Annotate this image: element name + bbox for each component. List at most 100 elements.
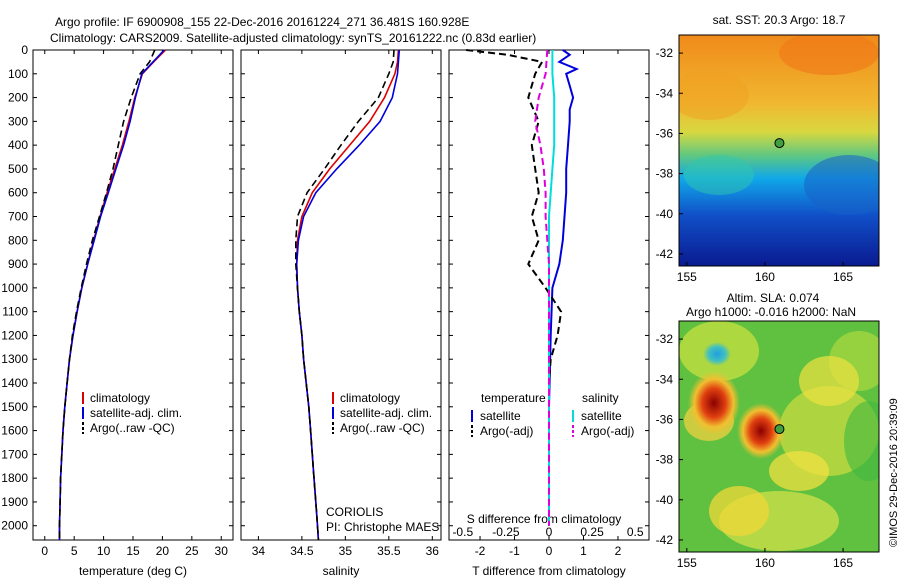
sst-cool-patch (684, 155, 754, 195)
x2-tick-label: 0 (546, 525, 553, 539)
legend-label: satellite (480, 409, 521, 423)
x-tick-label: 5 (71, 544, 78, 558)
y-tick-label: 1100 (2, 305, 28, 319)
sla-patch (844, 401, 879, 481)
y-tick-label: 1300 (1, 352, 28, 366)
x-tick-label: -2 (475, 544, 486, 558)
chart-panel-2: 34 34.5 35 35.5 36 salinity climatologysatelli… (240, 49, 442, 578)
x2-axis-label: S difference from climatology (467, 512, 622, 526)
y-tick-label: -42 (656, 247, 674, 261)
x-tick-label: 25 (185, 544, 199, 558)
map-frame (678, 34, 880, 267)
sla-patch (769, 451, 829, 491)
sla-patch (709, 486, 769, 536)
y-tick-label: 700 (8, 210, 28, 224)
x2-tick-label: 0.25 (580, 525, 604, 539)
y-tick-label: 0 (21, 43, 28, 57)
legend-label: Argo(-adj) (480, 424, 533, 438)
x-tick-label: 36 (426, 544, 440, 558)
chart-panel-1: 0100200300400500600700800900100011001200… (1, 43, 234, 578)
map-title: sat. SST: 20.3 Argo: 18.7 (713, 13, 846, 27)
x-tick-label: 34 (252, 544, 266, 558)
y-tick-label: 1600 (1, 424, 28, 438)
x-tick-label: 34.5 (290, 544, 314, 558)
map-frame (678, 320, 880, 553)
y-tick-label: 2000 (1, 519, 28, 533)
series-line-satellite-adj-clim- (58, 49, 165, 540)
y-tick-label: -40 (656, 493, 674, 507)
x-tick-label: 0 (41, 544, 48, 558)
legend-label: climatology (90, 391, 150, 405)
y-tick-label: 200 (8, 91, 28, 105)
sla-patch (799, 356, 859, 406)
sla-low-eddy (703, 342, 731, 366)
y-tick-label: 1900 (1, 495, 28, 509)
y-tick-label: -38 (656, 453, 674, 467)
x-tick-label: 20 (156, 544, 170, 558)
y-tick-label: 100 (8, 67, 28, 81)
chart-panel-3: -2 -1 0 1 2 -0.5 -0.25 0 0.25 0.5 S difference fro… (448, 49, 650, 578)
y-tick-label: 1500 (1, 400, 28, 414)
y-tick-label: 600 (8, 186, 28, 200)
x-tick-label: 15 (126, 544, 140, 558)
x-tick-label: 2 (615, 544, 622, 558)
series-line-argo-adj- (466, 49, 563, 526)
map-image (679, 321, 879, 552)
series-line-satellite (548, 49, 580, 526)
map-title: Altim. SLA: 0.074 (727, 291, 820, 305)
y-tick-label: -34 (656, 86, 674, 100)
plot-frame (240, 49, 442, 541)
x-tick-label: -1 (509, 544, 520, 558)
sla-high-eddy (737, 403, 785, 459)
x-axis-label: T difference from climatology (472, 564, 626, 578)
map-subtitle: Argo h1000: -0.016 h2000: NaN (686, 305, 856, 319)
argo-position-marker (774, 138, 785, 149)
y-tick-label: 500 (8, 162, 28, 176)
figure-title-line2: Climatology: CARS2009. Satellite-adjuste… (50, 31, 537, 45)
y-tick-label: -42 (656, 533, 674, 547)
x-tick-label: 35 (339, 544, 353, 558)
legend-label: satellite-adj. clim. (90, 406, 182, 420)
x2-tick-label: -0.25 (492, 525, 520, 539)
y-tick-label: -36 (656, 126, 674, 140)
footer-credit: ©IMOS 29-Dec-2016 20:39:09 (888, 398, 900, 547)
sla-high-eddy (688, 371, 740, 435)
sst-cool-patch (804, 155, 879, 215)
sla-map: 155 160 165 -32 -34 -36 -38 -40 -42 Altim. SLA: 0… (656, 291, 880, 570)
y-tick-label: 1200 (1, 328, 28, 342)
x-tick-label: 1 (580, 544, 587, 558)
legend-label: Argo(-adj) (581, 424, 634, 438)
y-tick-label: -40 (656, 207, 674, 221)
legend-label: climatology (340, 391, 400, 405)
y-tick-label: 1800 (1, 471, 28, 485)
figure-title-line1: Argo profile: IF 6900908_155 22-Dec-2016… (55, 15, 470, 29)
x2-tick-label: 0.5 (627, 525, 644, 539)
y-tick-label: 1400 (1, 376, 28, 390)
x-tick-label: 160 (755, 556, 775, 570)
map-image (679, 35, 879, 266)
legend-label: Argo(..raw -QC) (340, 421, 425, 435)
y-tick-label: 1700 (1, 447, 28, 461)
legend-title: temperature (481, 391, 546, 405)
x-tick-label: 35.5 (377, 544, 401, 558)
sst-warm-patch (679, 70, 749, 120)
y-tick-label: -34 (656, 372, 674, 386)
y-tick-label: -38 (656, 167, 674, 181)
x-axis-label: salinity (323, 564, 360, 578)
x-tick-label: 0 (546, 544, 553, 558)
annotation-text: PI: Christophe MAES (326, 520, 439, 534)
x-tick-label: 155 (677, 270, 697, 284)
plot-frame (32, 49, 234, 541)
x-tick-label: 160 (755, 270, 775, 284)
legend-label: satellite-adj. clim. (340, 406, 432, 420)
series-line-argo-adj- (534, 49, 550, 526)
y-tick-label: 300 (8, 114, 28, 128)
series-line-argo-raw-qc- (294, 49, 395, 541)
x-tick-label: 165 (833, 270, 853, 284)
x-tick-label: 155 (677, 556, 697, 570)
series-line-satellite (548, 50, 556, 526)
legend-title: salinity (582, 391, 619, 405)
y-tick-label: 900 (8, 257, 28, 271)
sst-warm-patch (779, 35, 879, 75)
